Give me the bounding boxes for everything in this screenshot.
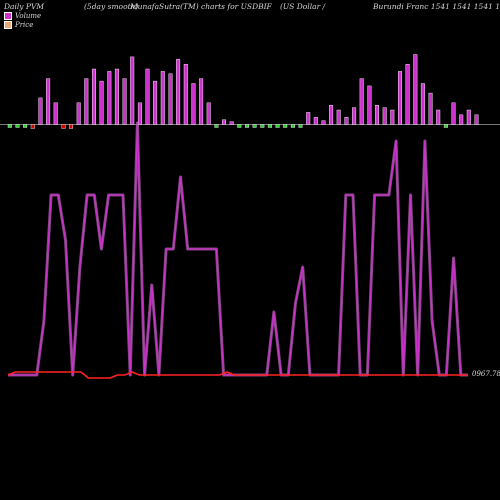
volume-bar (145, 68, 150, 125)
volume-bar (390, 109, 395, 125)
volume-bar (53, 102, 58, 125)
volume-bar (61, 124, 66, 129)
volume-bar (214, 124, 219, 128)
volume-bar (267, 124, 272, 128)
volume-bar (329, 104, 334, 125)
volume-bar (122, 78, 127, 125)
volume-bar (443, 124, 448, 128)
volume-bar (420, 83, 425, 125)
legend-price: Price (4, 21, 33, 29)
volume-bar (352, 107, 357, 125)
volume-bar (46, 78, 51, 125)
volume-bar (359, 78, 364, 125)
price-swatch (4, 21, 12, 29)
header-mid-1: (5day smooth) (84, 2, 139, 11)
volume-swatch (4, 12, 12, 20)
volume-bar (252, 124, 257, 128)
volume-bar (290, 124, 295, 128)
volume-bar (168, 73, 173, 125)
volume-bar (160, 71, 165, 125)
volume-bar (275, 124, 280, 128)
header-right: Burundi Franc 1541 1541 1541 1541 (373, 2, 500, 11)
volume-bar (367, 85, 372, 125)
legend-volume: Volume (4, 12, 41, 20)
volume-bar (107, 71, 112, 125)
volume-bar (466, 109, 471, 125)
volume-bar (306, 112, 311, 125)
volume-bar (30, 124, 35, 129)
legend-price-label: Price (15, 21, 34, 29)
volume-bar (298, 124, 303, 128)
volume-bar (76, 102, 81, 125)
volume-bar (344, 117, 349, 125)
volume-bar (130, 56, 135, 125)
volume-bar (199, 78, 204, 125)
legend-volume-label: Volume (15, 12, 42, 20)
volume-bar (313, 117, 318, 125)
volume-bar (244, 124, 249, 128)
volume-bar (428, 92, 433, 125)
volume-bar (405, 63, 410, 125)
volume-bar (153, 80, 158, 125)
volume-bar (375, 104, 380, 125)
header-left: Daily PVM (4, 2, 45, 11)
volume-bar (99, 80, 104, 125)
volume-bar (413, 54, 418, 125)
volume-bar (137, 102, 142, 125)
volume-bar (191, 83, 196, 125)
volume-bar (23, 124, 28, 128)
volume-bar (38, 97, 43, 125)
volume-bar (206, 102, 211, 125)
volume-bar (474, 114, 479, 125)
volume-bar (260, 124, 265, 128)
volume-bar (451, 102, 456, 125)
price-line (7, 371, 468, 379)
volume-bar (7, 124, 12, 128)
volume-bar (84, 78, 89, 125)
volume-bar (459, 114, 464, 125)
volume-bar (176, 59, 181, 125)
volume-bar (68, 124, 73, 129)
header-mid-3: (US Dollar / (280, 2, 326, 11)
volume-bar (237, 124, 242, 128)
volume-bar (183, 63, 188, 125)
volume-bars (7, 54, 479, 129)
header-mid-2: MunafaSutra(TM) charts for USDBIF (130, 2, 272, 11)
volume-bar (336, 109, 341, 125)
volume-bar (221, 119, 226, 125)
volume-bar (321, 120, 326, 125)
volume-bar (382, 107, 387, 125)
price-label: 0967.7842 (472, 370, 500, 378)
volume-bar (283, 124, 288, 128)
volume-bar (436, 109, 441, 125)
volume-bar (229, 121, 234, 125)
volume-bar (91, 68, 96, 125)
volume-line (8, 122, 468, 376)
volume-bar (15, 124, 20, 128)
volume-bar (114, 68, 119, 125)
volume-bar (398, 71, 403, 125)
